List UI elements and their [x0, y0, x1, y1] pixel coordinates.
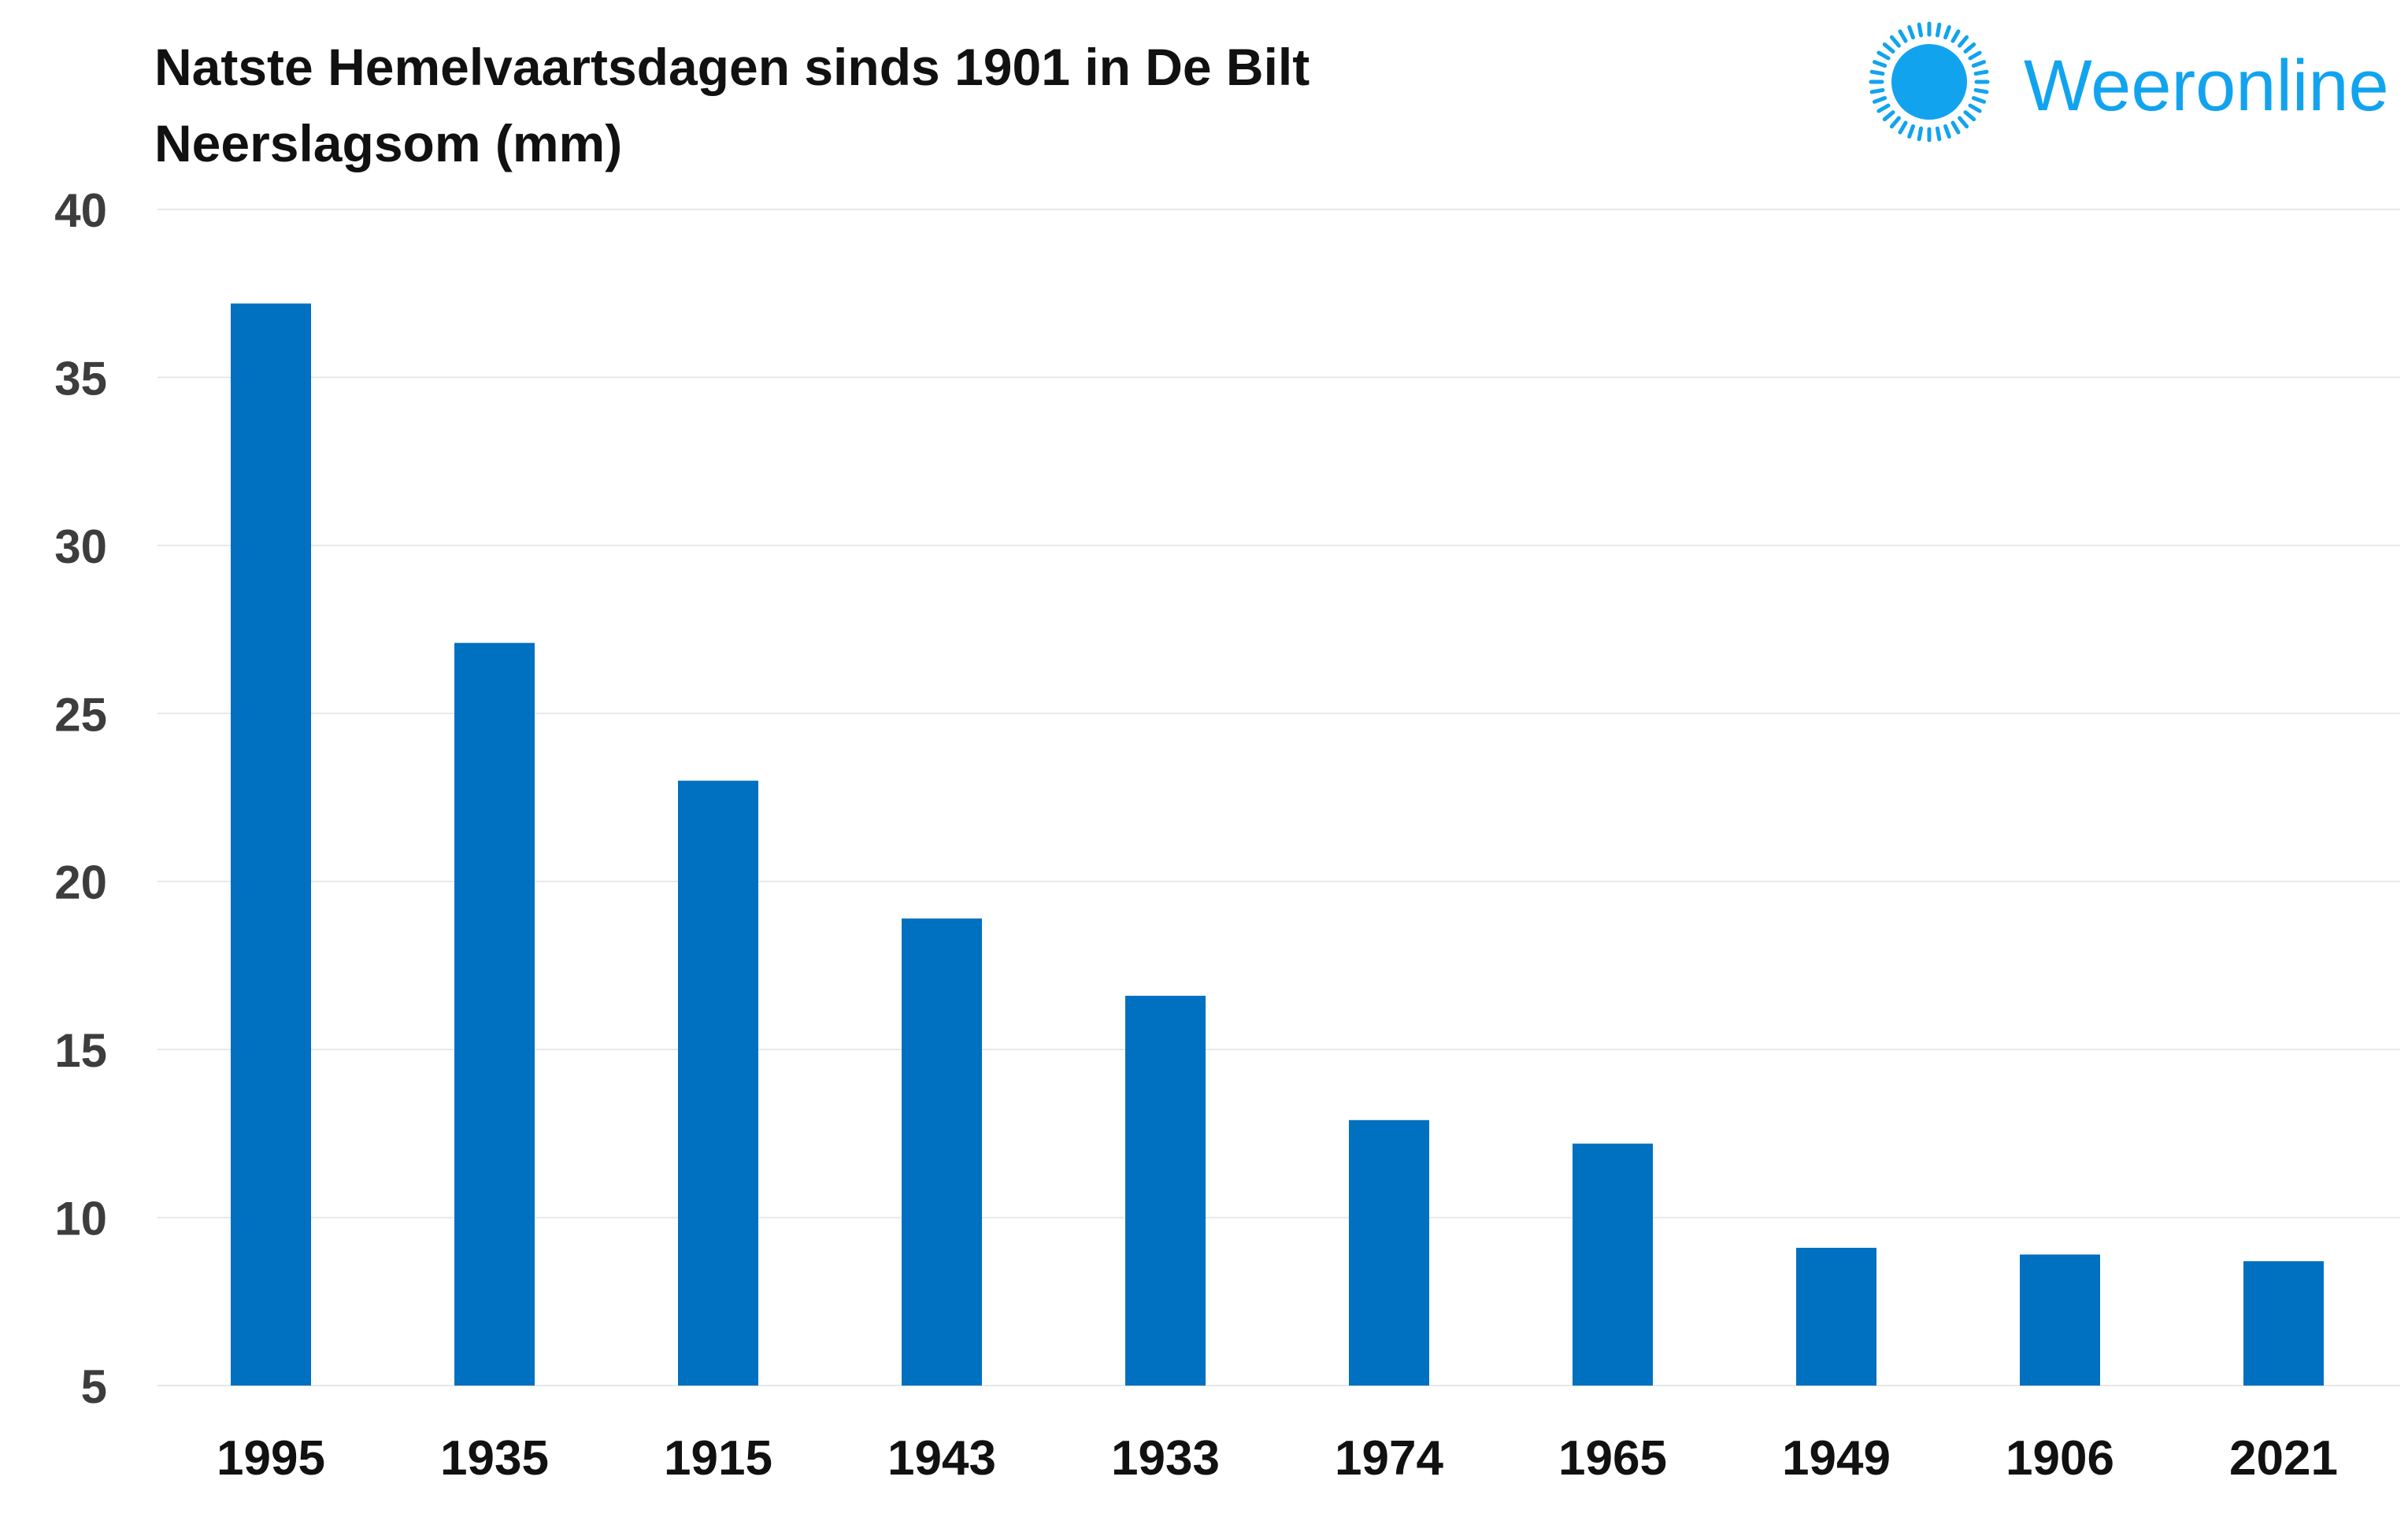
bar-1933: [1125, 995, 1206, 1386]
brand-logo: Weeronline: [1869, 21, 2389, 142]
x-tick-label: 1906: [2006, 1431, 2114, 1486]
y-tick-label: 15: [54, 1024, 107, 1077]
bar-1935: [454, 642, 535, 1386]
x-tick-label: 1965: [1558, 1431, 1667, 1486]
x-tick-label: 1933: [1111, 1431, 1220, 1486]
bar-1974: [1349, 1119, 1429, 1386]
x-tick-label: 1915: [664, 1431, 772, 1486]
y-tick-label: 20: [54, 857, 107, 909]
x-tick-label: 1949: [1782, 1431, 1891, 1486]
chart-title: Natste Hemelvaartsdagen sinds 1901 in De…: [154, 38, 1310, 96]
bar-1965: [1573, 1143, 1653, 1386]
bar-1949: [1796, 1247, 1876, 1386]
bars: [231, 303, 2324, 1386]
sun-icon: [1869, 21, 1990, 142]
bar-1995: [231, 303, 311, 1386]
bar-2021: [2243, 1261, 2324, 1386]
x-tick-label: 1935: [440, 1431, 549, 1486]
x-tick-label: 1974: [1335, 1431, 1443, 1486]
brand-name: Weeronline: [2024, 46, 2389, 126]
bar-1943: [902, 918, 982, 1386]
x-tick-label: 2021: [2229, 1431, 2338, 1486]
x-tick-label: 1943: [887, 1431, 996, 1486]
y-tick-label: 35: [54, 352, 107, 405]
chart-subtitle: Neerslagsom (mm): [154, 114, 622, 172]
bar-1915: [678, 780, 758, 1386]
y-tick-label: 5: [81, 1360, 107, 1413]
y-tick-label: 30: [54, 520, 107, 573]
bar-1906: [2020, 1254, 2100, 1386]
y-tick-label: 10: [54, 1193, 107, 1245]
x-axis-ticks: 1995 1935 1915 1943 1933 1974 1965 1949 1906 2021: [217, 1431, 2338, 1486]
y-axis-ticks: 5 10 15 20 25 30 35 40: [54, 184, 107, 1413]
y-tick-label: 40: [54, 184, 107, 237]
y-tick-label: 25: [54, 688, 107, 741]
x-tick-label: 1995: [217, 1431, 325, 1486]
